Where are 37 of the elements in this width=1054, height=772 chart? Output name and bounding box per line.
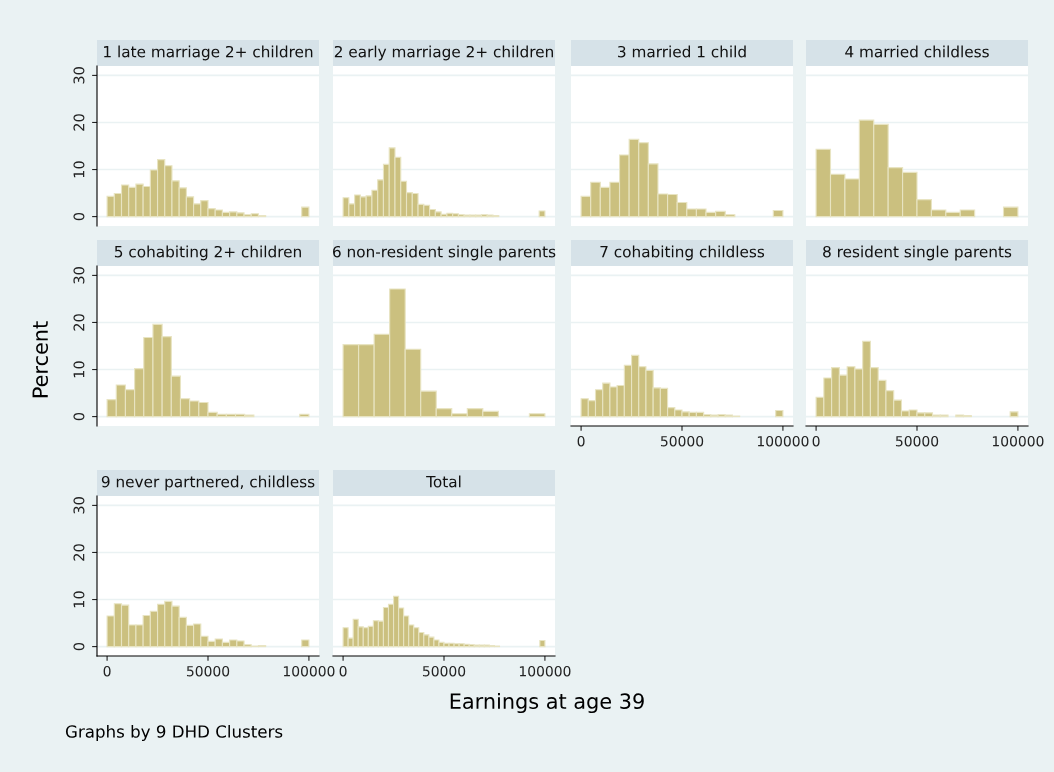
y-tick-label: 30 bbox=[73, 497, 85, 514]
y-tick-label: 0 bbox=[73, 212, 85, 221]
x-tick-label: 100000 bbox=[757, 435, 809, 447]
y-axis-title: Percent bbox=[32, 321, 49, 398]
chart-title: 4 married childless bbox=[845, 45, 989, 58]
text: Graphs by 9 DHD Clusters bbox=[65, 724, 283, 742]
x-tick-label: 100000 bbox=[519, 665, 571, 677]
x-tick-label: 50000 bbox=[895, 435, 939, 447]
y-tick-label: 20 bbox=[73, 314, 85, 331]
y-tick-label: 30 bbox=[73, 67, 85, 84]
chart-title: 2 early marriage 2+ children bbox=[334, 45, 553, 61]
x-tick-label: 0 bbox=[577, 435, 585, 447]
y-tick-label: 0 bbox=[73, 412, 85, 421]
chart-title: 7 cohabiting childless bbox=[600, 245, 765, 261]
y-tick-label: 30 bbox=[73, 267, 85, 284]
chart-title: 8 resident single parents bbox=[823, 245, 1012, 261]
y-tick-label: 20 bbox=[73, 114, 85, 131]
chart-title: 3 married 1 child bbox=[618, 45, 746, 58]
x-tick-label: 50000 bbox=[422, 665, 466, 677]
x-tick-label: 0 bbox=[812, 435, 820, 447]
chart-title: 9 never partnered, childless bbox=[101, 475, 315, 491]
x-tick-label: 100000 bbox=[283, 665, 335, 677]
x-tick-label: 50000 bbox=[186, 665, 230, 677]
y-tick-label: 0 bbox=[73, 642, 85, 651]
y-tick-label: 10 bbox=[73, 591, 85, 608]
chart-title: 5 cohabiting 2+ children bbox=[114, 245, 301, 261]
x-tick-label: 50000 bbox=[660, 435, 704, 447]
x-tick-label: 0 bbox=[339, 665, 347, 677]
y-tick-label: 10 bbox=[73, 361, 85, 378]
x-tick-label: 100000 bbox=[992, 435, 1044, 447]
x-tick-label: 0 bbox=[103, 665, 111, 677]
y-tick-label: 20 bbox=[73, 544, 85, 561]
chart-title: Total bbox=[426, 475, 461, 488]
x-axis-title: Earnings at age 39 bbox=[450, 692, 644, 714]
chart-title: 1 late marriage 2+ children bbox=[104, 45, 313, 61]
y-tick-label: 10 bbox=[73, 161, 85, 178]
chart-title: 6 non-resident single parents bbox=[333, 245, 556, 261]
